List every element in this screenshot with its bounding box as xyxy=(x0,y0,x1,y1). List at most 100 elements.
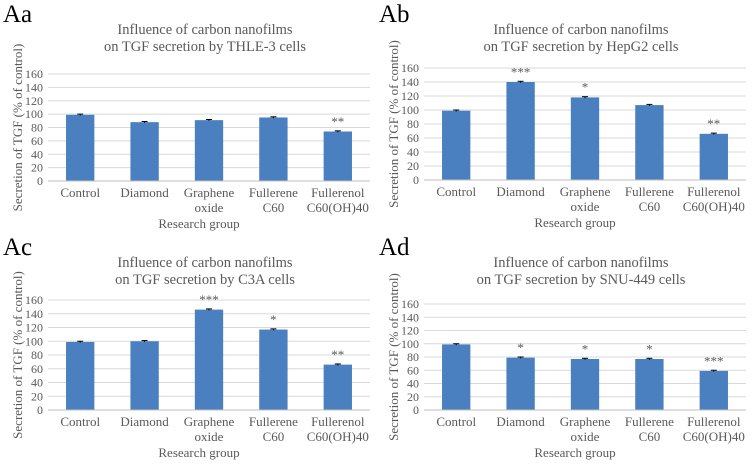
x-tick-label: Diamond xyxy=(120,414,169,429)
chart-title-line-2: on TGF secretion by C3A cells xyxy=(115,272,295,288)
chart-panel-aa: Aa Influence of carbon nanofilms on TGF … xyxy=(0,0,376,233)
x-tick-label: oxide xyxy=(571,199,600,214)
y-tick-label: 160 xyxy=(401,297,419,311)
chart-title: Influence of carbon nanofilms on TGF sec… xyxy=(40,255,370,289)
chart-title-line-2: on TGF secretion by SNU-449 cells xyxy=(476,272,686,288)
significance-label: *** xyxy=(511,64,530,79)
x-tick-label: Graphene xyxy=(184,414,235,429)
y-tick-label: 80 xyxy=(31,348,43,362)
x-tick-label: Control xyxy=(60,185,100,200)
y-tick-label: 100 xyxy=(25,107,43,121)
y-tick-label: 100 xyxy=(25,334,43,348)
chart-title-line-1: Influence of carbon nanofilms xyxy=(493,22,669,38)
bar xyxy=(442,344,471,410)
bar xyxy=(323,131,352,181)
bar xyxy=(194,120,224,181)
chart-title: Influence of carbon nanofilms on TGF sec… xyxy=(40,22,370,56)
x-tick-label: Fullerene xyxy=(249,414,298,429)
bar xyxy=(635,358,664,410)
x-tick-label: Fullerene xyxy=(625,184,674,199)
y-tick-label: 140 xyxy=(25,307,43,321)
y-tick-label: 40 xyxy=(407,377,419,391)
significance-label: *** xyxy=(199,292,219,307)
x-tick-label: C60(OH)40 xyxy=(307,429,369,444)
bar xyxy=(506,357,535,410)
panel-label: Aa xyxy=(3,1,33,28)
y-tick-label: 120 xyxy=(401,89,419,103)
y-axis-title: Secretion of TGF (% of control) xyxy=(386,40,401,208)
chart-title: Influence of carbon nanofilms on TGF sec… xyxy=(416,22,746,56)
x-tick-label: Diamond xyxy=(120,185,169,200)
x-tick-label: Control xyxy=(436,414,476,429)
chart-title: Influence of carbon nanofilms on TGF sec… xyxy=(416,255,746,289)
chart-title-line-1: Influence of carbon nanofilms xyxy=(117,22,293,38)
x-tick-label: Control xyxy=(436,184,476,199)
y-tick-label: 140 xyxy=(401,310,419,324)
bar xyxy=(194,309,224,410)
x-tick-label: Diamond xyxy=(496,184,545,199)
y-tick-label: 120 xyxy=(25,94,43,108)
bar xyxy=(570,358,600,410)
y-tick-label: 40 xyxy=(407,145,419,159)
x-tick-label: Diamond xyxy=(496,414,545,429)
x-tick-label: Control xyxy=(60,414,100,429)
x-axis-title: Research group xyxy=(158,445,239,460)
y-tick-label: 60 xyxy=(31,362,43,376)
significance-label: * xyxy=(270,312,277,327)
bar xyxy=(66,114,95,181)
y-tick-label: 80 xyxy=(31,121,43,135)
bar xyxy=(130,122,159,181)
x-tick-label: oxide xyxy=(195,429,224,444)
x-tick-label: C60 xyxy=(263,200,285,215)
y-tick-label: 160 xyxy=(401,61,419,75)
bar xyxy=(259,117,288,181)
y-tick-label: 0 xyxy=(37,174,43,188)
bar xyxy=(259,329,288,410)
y-tick-label: 40 xyxy=(31,376,43,390)
y-tick-label: 120 xyxy=(25,321,43,335)
bar xyxy=(570,97,600,180)
significance-label: ** xyxy=(331,347,344,362)
x-tick-label: Graphene xyxy=(560,184,611,199)
chart-panel-ab: Ab Influence of carbon nanofilms on TGF … xyxy=(376,0,752,233)
y-tick-label: 60 xyxy=(407,363,419,377)
x-axis-title: Research group xyxy=(158,216,239,231)
x-tick-label: C60(OH)40 xyxy=(683,199,745,214)
y-tick-label: 0 xyxy=(413,173,419,187)
y-tick-label: 60 xyxy=(407,131,419,145)
y-tick-label: 100 xyxy=(401,103,419,117)
chart-title-line-1: Influence of carbon nanofilms xyxy=(493,255,669,271)
y-tick-label: 20 xyxy=(31,389,43,403)
y-tick-label: 140 xyxy=(401,75,419,89)
significance-label: * xyxy=(582,80,589,95)
panel-label: Ad xyxy=(379,234,410,261)
y-tick-label: 60 xyxy=(31,134,43,148)
y-tick-label: 80 xyxy=(407,117,419,131)
bar xyxy=(66,341,95,410)
y-axis-title: Secretion of TGF (% of control) xyxy=(386,273,401,441)
x-tick-label: Graphene xyxy=(184,185,235,200)
bar xyxy=(699,133,728,180)
chart-title-line-2: on TGF secretion by THLE-3 cells xyxy=(103,39,307,55)
y-tick-label: 20 xyxy=(407,159,419,173)
x-axis-title: Research group xyxy=(534,445,615,460)
y-tick-label: 40 xyxy=(31,147,43,161)
y-axis-title: Secretion of TGF (% of control) xyxy=(10,44,25,212)
y-tick-label: 80 xyxy=(407,350,419,364)
chart-panel-ad: Ad Influence of carbon nanofilms on TGF … xyxy=(376,233,752,466)
chart-panel-ac: Ac Influence of carbon nanofilms on TGF … xyxy=(0,233,376,466)
bar xyxy=(323,364,352,410)
bar xyxy=(635,105,664,180)
x-tick-label: Fullerene xyxy=(625,414,674,429)
x-tick-label: Fullerenol xyxy=(687,414,741,429)
significance-label: *** xyxy=(704,353,724,368)
y-tick-label: 100 xyxy=(401,337,419,351)
significance-label: ** xyxy=(707,116,720,131)
y-tick-label: 20 xyxy=(31,161,43,175)
x-tick-label: Fullerenol xyxy=(311,185,365,200)
x-tick-label: oxide xyxy=(571,429,600,444)
y-tick-label: 0 xyxy=(413,403,419,417)
x-tick-label: C60(OH)40 xyxy=(307,200,369,215)
significance-label: * xyxy=(646,341,653,356)
